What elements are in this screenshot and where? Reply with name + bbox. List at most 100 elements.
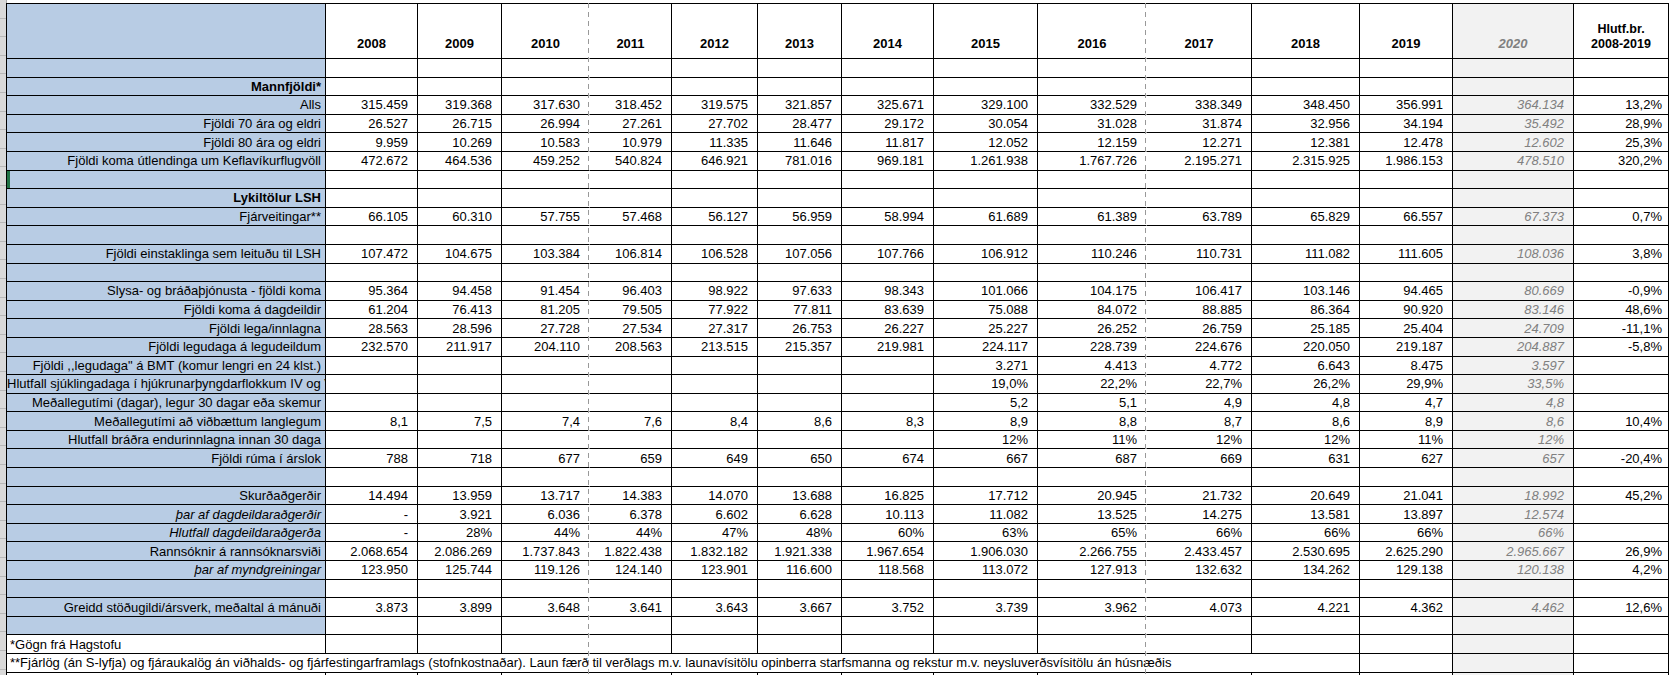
cell[interactable]: 77.922 [672,301,758,320]
cell[interactable] [418,357,502,376]
cell[interactable] [1252,78,1360,97]
cell[interactable]: 66.557 [1360,208,1453,227]
cell[interactable] [934,226,1038,245]
cell[interactable] [1252,171,1360,190]
cell[interactable]: 61.204 [326,301,418,320]
cell[interactable]: 3.739 [934,598,1038,617]
cell[interactable]: 1.832.182 [672,542,758,561]
cell[interactable] [672,617,758,636]
cell[interactable]: 2.266.755 [1038,542,1147,561]
cell[interactable]: 119.126 [502,561,590,580]
cell[interactable]: 8,6 [1252,412,1360,431]
cell[interactable]: 1.967.654 [842,542,934,561]
cell[interactable]: 677 [502,449,590,468]
cell[interactable] [418,189,502,208]
cell[interactable]: 63.789 [1147,208,1252,227]
cell[interactable]: 47% [672,524,758,543]
cell[interactable] [590,171,672,190]
cell[interactable] [1252,617,1360,636]
cell[interactable]: 12.271 [1147,133,1252,152]
cell[interactable]: 26.715 [418,115,502,134]
row-label[interactable]: Fjöldi lega/innlagna [7,319,326,338]
cell[interactable] [418,580,502,599]
cell[interactable] [326,635,418,654]
cell[interactable] [672,59,758,78]
cell[interactable] [1038,171,1147,190]
cell[interactable]: 26,9% [1574,542,1669,561]
cell[interactable] [758,617,842,636]
cell[interactable] [1252,59,1360,78]
cell[interactable]: 332.529 [1038,96,1147,115]
cell[interactable]: 220.050 [1252,338,1360,357]
cell[interactable]: 61.389 [1038,208,1147,227]
cell[interactable]: 31.874 [1147,115,1252,134]
cell[interactable]: 103.146 [1252,282,1360,301]
cell[interactable]: 26.252 [1038,319,1147,338]
cell[interactable] [1574,431,1669,450]
cell[interactable]: 27.702 [672,115,758,134]
cell[interactable]: 98.343 [842,282,934,301]
cell[interactable] [1252,226,1360,245]
cell[interactable]: 27.317 [672,319,758,338]
cell[interactable] [502,580,590,599]
row-label[interactable] [7,468,326,487]
cell[interactable]: 8,1 [326,412,418,431]
cell[interactable]: 80.669 [1453,282,1574,301]
cell[interactable] [842,226,934,245]
cell[interactable]: 6.628 [758,505,842,524]
cell[interactable] [934,635,1038,654]
cell[interactable]: 56.959 [758,208,842,227]
cell[interactable]: 1.737.843 [502,542,590,561]
cell[interactable]: 94.465 [1360,282,1453,301]
cell[interactable]: 66.105 [326,208,418,227]
cell[interactable]: 86.364 [1252,301,1360,320]
row-label[interactable]: Alls [7,96,326,115]
cell[interactable] [1574,505,1669,524]
cell[interactable]: 101.066 [934,282,1038,301]
cell[interactable] [1360,617,1453,636]
cell[interactable]: 7,4 [502,412,590,431]
cell[interactable] [590,357,672,376]
cell[interactable]: 108.036 [1453,245,1574,264]
cell[interactable] [1453,189,1574,208]
cell[interactable]: 657 [1453,449,1574,468]
cell[interactable] [1360,468,1453,487]
cell[interactable]: 81.205 [502,301,590,320]
cell[interactable]: 4,9 [1147,394,1252,413]
cell[interactable]: 107.472 [326,245,418,264]
cell[interactable]: 464.536 [418,152,502,171]
cell[interactable]: - [326,524,418,543]
cell[interactable] [326,357,418,376]
cell[interactable]: 788 [326,449,418,468]
cell[interactable] [758,580,842,599]
cell[interactable]: 111.082 [1252,245,1360,264]
row-label[interactable]: Fjöldi 70 ára og eldri [7,115,326,134]
cell[interactable] [502,431,590,450]
cell[interactable]: 8,4 [672,412,758,431]
cell[interactable]: 6.036 [502,505,590,524]
cell[interactable]: 44% [502,524,590,543]
cell[interactable] [842,59,934,78]
cell[interactable]: 8,8 [1038,412,1147,431]
cell[interactable] [1574,654,1669,673]
cell[interactable] [758,431,842,450]
cell[interactable]: 4.221 [1252,598,1360,617]
cell[interactable] [672,264,758,283]
cell[interactable] [672,226,758,245]
cell[interactable]: 4.362 [1360,598,1453,617]
cell[interactable] [1360,78,1453,97]
cell[interactable]: 28.563 [326,319,418,338]
cell[interactable] [590,468,672,487]
cell[interactable]: 5,2 [934,394,1038,413]
cell[interactable] [326,431,418,450]
cell[interactable]: 2.315.925 [1252,152,1360,171]
cell[interactable]: 12.602 [1453,133,1574,152]
cell[interactable] [418,635,502,654]
cell[interactable]: 28.596 [418,319,502,338]
row-label[interactable] [7,226,326,245]
cell[interactable]: 16.825 [842,487,934,506]
cell[interactable]: 57.468 [590,208,672,227]
cell[interactable] [418,264,502,283]
row-label[interactable]: Greidd stöðugildi/ársverk, meðaltal á má… [7,598,326,617]
cell[interactable]: 1.986.153 [1360,152,1453,171]
